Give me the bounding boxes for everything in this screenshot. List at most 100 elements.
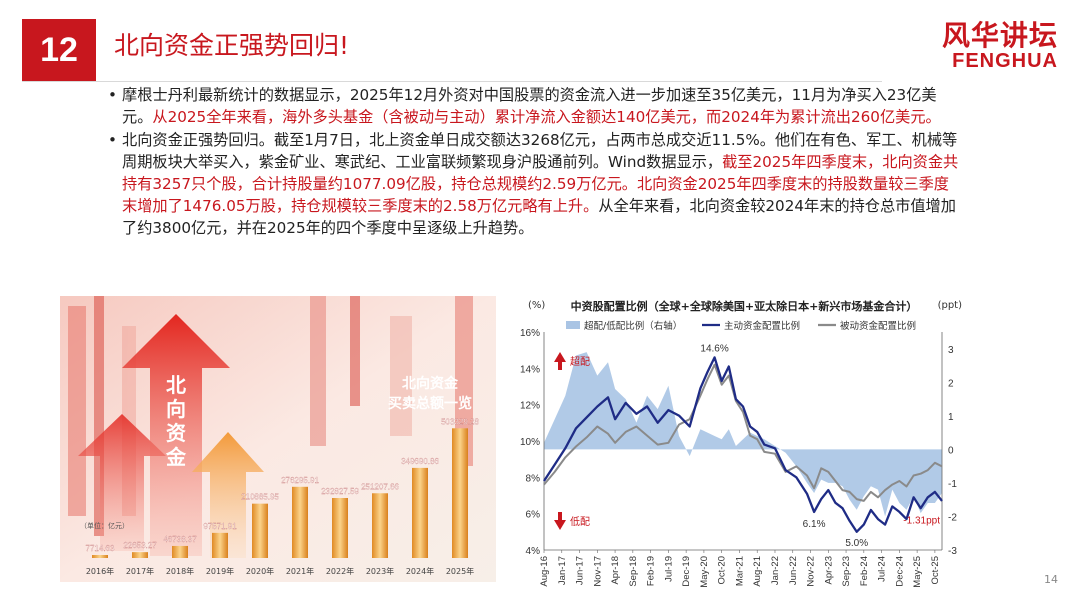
right-tick-label: 2 bbox=[948, 378, 954, 389]
infographic-year-label: 2017年 bbox=[126, 566, 154, 576]
x-tick-label: Apr-23 bbox=[823, 556, 834, 585]
infographic-bar-label: 232827.59 bbox=[321, 487, 359, 496]
bullet-list: • 摩根士丹利最新统计的数据显示，2025年12月外资对中国股票的资金流入进一步加… bbox=[108, 84, 962, 240]
bullet-dot: • bbox=[108, 131, 117, 149]
bullet-2-seg-1: 截至2025年四季度末，北向资金共持有3257只个股，合计持股量约1077.09… bbox=[122, 153, 959, 215]
x-tick-label: Jul-19 bbox=[663, 556, 674, 582]
chart-legend: 超配/低配比例（右轴） 主动资金配置比例 被动资金配置比例 bbox=[566, 320, 916, 332]
x-tick-label: Aug-16 bbox=[539, 556, 550, 587]
right-tick-label: -1 bbox=[948, 479, 957, 490]
x-tick-label: Feb-24 bbox=[859, 556, 870, 586]
northbound-turnover-infographic: 北 向 资 金 北向资金 买卖总额一览 （单位：亿元） 7714.63 2016年… bbox=[60, 296, 496, 582]
bullet-2: • 北向资金正强势回归。截至1月7日，北上资金单日成交额达3268亿元，占两市总成… bbox=[108, 129, 962, 239]
x-tick-label: Dec-24 bbox=[894, 556, 905, 587]
left-axis-unit: (%) bbox=[528, 300, 545, 311]
trough-label-2024: 5.0% bbox=[845, 538, 868, 549]
up-arrow-red bbox=[122, 314, 230, 556]
infographic-year-label: 2018年 bbox=[166, 566, 194, 576]
infographic-year-label: 2025年 bbox=[446, 566, 474, 576]
arrow-text-1: 北 bbox=[166, 373, 186, 397]
up-arrow-orange bbox=[192, 432, 264, 558]
infographic-bar bbox=[412, 467, 428, 558]
infographic-bar-label: 22653.27 bbox=[123, 541, 157, 550]
right-tick-label: -3 bbox=[948, 546, 957, 557]
x-tick-label: Mar-21 bbox=[734, 556, 745, 586]
infographic-bar-label: 210885.95 bbox=[241, 493, 279, 502]
overweight-label: 超配 bbox=[570, 355, 590, 368]
x-tick-label: Sep-23 bbox=[841, 556, 852, 587]
left-tick-label: 14% bbox=[520, 364, 540, 375]
infographic-year-label: 2016年 bbox=[86, 566, 114, 576]
infographic-headline-2: 买卖总额一览 bbox=[388, 395, 472, 412]
latest-ppt-label: -1.31ppt bbox=[903, 515, 940, 526]
bullet-2-seg-2: 从全年来看，北向资金较2024年末的持仓总市值增加了约3800亿元，并在2025… bbox=[122, 197, 956, 237]
right-tick-label: 0 bbox=[948, 445, 954, 456]
unit-note: （单位：亿元） bbox=[80, 521, 129, 530]
x-tick-label: Aug-21 bbox=[752, 556, 763, 587]
x-tick-label: Oct-25 bbox=[930, 556, 941, 585]
infographic-bar bbox=[212, 532, 228, 558]
infographic-bar-label: 349690.86 bbox=[401, 457, 439, 466]
infographic-year-label: 2024年 bbox=[406, 566, 434, 576]
series-line-passive bbox=[543, 363, 943, 502]
right-tick-label: -2 bbox=[948, 512, 957, 523]
infographic-bar bbox=[452, 428, 468, 558]
left-tick-label: 10% bbox=[520, 437, 540, 448]
x-tick-label: Sep-18 bbox=[628, 556, 639, 587]
left-tick-label: 6% bbox=[526, 510, 541, 521]
infographic-bar bbox=[332, 498, 348, 558]
page-number: 14 bbox=[1044, 573, 1058, 586]
x-tick-label: Feb-19 bbox=[646, 556, 657, 586]
slide-title: 北向资金正强势回归! bbox=[114, 31, 350, 60]
left-tick-label: 8% bbox=[526, 473, 541, 484]
infographic-headline-1: 北向资金 bbox=[402, 375, 459, 392]
x-tick-label: Jan-17 bbox=[557, 556, 568, 585]
right-tick-label: 1 bbox=[948, 412, 954, 423]
bullet-1: • 摩根士丹利最新统计的数据显示，2025年12月外资对中国股票的资金流入进一步加… bbox=[108, 84, 962, 128]
bullet-dot: • bbox=[108, 86, 117, 104]
x-tick-label: Apr-18 bbox=[610, 556, 621, 585]
brand-logo-en: FENGHUA bbox=[952, 50, 1058, 72]
legend-label-passive: 被动资金配置比例 bbox=[840, 320, 916, 332]
infographic-year-label: 2021年 bbox=[286, 566, 314, 576]
bullet-1-seg-0: 摩根士丹利最新统计的数据显示，2025年12月外资对中国股票的资金流入进一步加速… bbox=[122, 86, 937, 126]
x-tick-label: Nov-17 bbox=[592, 556, 603, 587]
infographic-bar bbox=[132, 552, 148, 558]
series-line-active bbox=[543, 356, 943, 533]
left-tick-label: 4% bbox=[526, 546, 541, 557]
x-tick-label: May-20 bbox=[699, 556, 710, 588]
infographic-year-label: 2022年 bbox=[326, 566, 354, 576]
infographic-year-label: 2019年 bbox=[206, 566, 234, 576]
left-tick-label: 12% bbox=[520, 401, 540, 412]
x-tick-label: Jun-22 bbox=[788, 556, 799, 585]
chart-title: 中资股配置比例（全球+全球除美国+亚太除日本+新兴市场基金合计） bbox=[571, 299, 918, 313]
right-tick-label: 3 bbox=[948, 345, 954, 356]
slide-number: 12 bbox=[22, 19, 96, 81]
title-divider bbox=[22, 81, 882, 82]
arrow-text-4: 金 bbox=[165, 445, 187, 469]
legend-label-bands: 超配/低配比例（右轴） bbox=[584, 320, 682, 332]
infographic-bar-label: 251207.66 bbox=[361, 482, 399, 491]
infographic-bar-label: 503329.28 bbox=[441, 417, 479, 426]
arrow-text-2: 向 bbox=[166, 397, 186, 421]
overweight-arrow-shaft bbox=[558, 362, 562, 370]
x-tick-label: Jun-17 bbox=[575, 556, 586, 585]
infographic-year-label: 2023年 bbox=[366, 566, 394, 576]
china-equity-allocation-chart: (%) (ppt) 中资股配置比例（全球+全球除美国+亚太除日本+新兴市场基金合… bbox=[506, 296, 978, 590]
brand-logo-cn: 风华讲坛 bbox=[941, 19, 1058, 52]
infographic-bar-label: 46738.37 bbox=[163, 535, 197, 544]
x-tick-label: Oct-20 bbox=[717, 556, 728, 585]
x-tick-label: May-25 bbox=[912, 556, 923, 588]
bullet-1-seg-1: 从2025全年来看，海外多头基金（含被动与主动）累计净流入金额达140亿美元，而… bbox=[152, 108, 941, 126]
overweight-arrow-icon bbox=[554, 352, 566, 362]
infographic-bar bbox=[292, 486, 308, 558]
infographic-bar-label: 7714.63 bbox=[86, 544, 115, 553]
infographic-bar bbox=[172, 545, 188, 558]
trough-label-2022: 6.1% bbox=[803, 519, 826, 530]
infographic-bar-label: 97571.91 bbox=[203, 522, 237, 531]
peak-label: 14.6% bbox=[700, 343, 728, 354]
bullet-2-seg-0: 北向资金正强势回归。截至1月7日，北上资金单日成交额达3268亿元，占两市总成交… bbox=[122, 131, 958, 171]
infographic-bar bbox=[252, 503, 268, 558]
infographic-bar bbox=[92, 555, 108, 558]
left-tick-label: 16% bbox=[520, 328, 540, 339]
